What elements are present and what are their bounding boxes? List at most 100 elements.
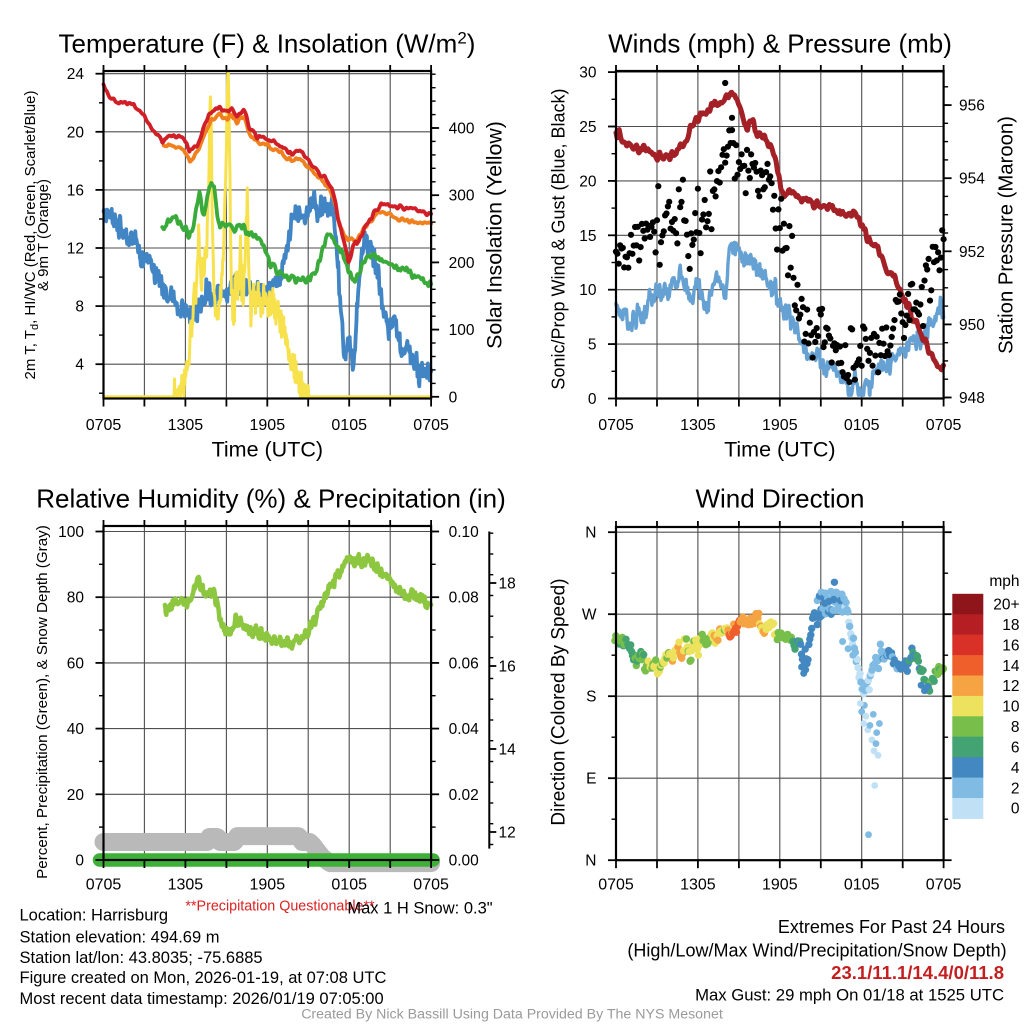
svg-text:20: 20 <box>579 173 597 190</box>
svg-text:30: 30 <box>579 65 597 82</box>
svg-text:200: 200 <box>449 255 475 272</box>
svg-text:Extremes For Past 24 Hours: Extremes For Past 24 Hours <box>778 917 1005 937</box>
svg-text:954: 954 <box>959 171 985 188</box>
svg-text:0: 0 <box>588 391 597 408</box>
svg-text:0705: 0705 <box>413 877 449 894</box>
svg-text:Max Gust: 29 mph On 01/18 at 1: Max Gust: 29 mph On 01/18 at 1525 UTC <box>695 986 1004 1005</box>
svg-text:S: S <box>586 689 596 706</box>
svg-text:0.10: 0.10 <box>449 524 480 541</box>
svg-text:W: W <box>582 607 597 624</box>
svg-text:Station lat/lon: 43.8035; -75.: Station lat/lon: 43.8035; -75.6885 <box>20 949 263 967</box>
svg-text:Temperature (F) & Insolation (: Temperature (F) & Insolation (W/m2) <box>59 29 476 59</box>
svg-text:Figure created on Mon, 2026-01: Figure created on Mon, 2026-01-19, at 07… <box>20 969 387 987</box>
svg-text:16: 16 <box>499 659 516 676</box>
svg-text:60: 60 <box>67 655 85 672</box>
svg-text:40: 40 <box>67 721 85 738</box>
svg-text:0.08: 0.08 <box>449 590 479 607</box>
svg-text:Station Pressure (Maroon): Station Pressure (Maroon) <box>996 116 1018 354</box>
svg-text:956: 956 <box>959 98 985 115</box>
svg-text:20+: 20+ <box>993 597 1019 614</box>
svg-text:0.00: 0.00 <box>449 853 480 870</box>
svg-text:0705: 0705 <box>926 417 962 434</box>
svg-text:2m T, Td, HI/WC (Red, Green, S: 2m T, Td, HI/WC (Red, Green, Scarlet/Blu… <box>22 91 41 380</box>
svg-text:10: 10 <box>1002 699 1020 716</box>
svg-text:8: 8 <box>1011 719 1020 736</box>
svg-text:Max 1 H Snow: 0.3": Max 1 H Snow: 0.3" <box>347 900 492 918</box>
svg-text:Direction (Colored By Speed): Direction (Colored By Speed) <box>549 578 570 825</box>
svg-text:12: 12 <box>499 825 516 842</box>
svg-text:0.04: 0.04 <box>449 721 480 738</box>
svg-text:N: N <box>585 853 596 870</box>
svg-text:8: 8 <box>75 299 84 316</box>
svg-text:Station elevation: 494.69 m: Station elevation: 494.69 m <box>20 928 220 946</box>
svg-text:0.06: 0.06 <box>449 655 479 672</box>
svg-text:Percent, Precipitation (Green): Percent, Precipitation (Green), & Snow D… <box>34 525 51 879</box>
svg-text:1905: 1905 <box>250 417 286 434</box>
svg-text:mph: mph <box>989 573 1019 590</box>
svg-text:0105: 0105 <box>844 877 880 894</box>
svg-text:4: 4 <box>1011 760 1020 777</box>
svg-text:Location: Harrisburg: Location: Harrisburg <box>20 907 169 925</box>
svg-text:14: 14 <box>499 742 517 759</box>
svg-text:952: 952 <box>959 244 985 261</box>
svg-text:0105: 0105 <box>844 417 880 434</box>
svg-text:300: 300 <box>449 188 475 205</box>
svg-text:Solar Insolation (Yellow): Solar Insolation (Yellow) <box>483 121 507 349</box>
svg-text:1905: 1905 <box>762 877 798 894</box>
svg-text:Winds (mph) & Pressure (mb): Winds (mph) & Pressure (mb) <box>608 29 952 59</box>
svg-text:Relative Humidity (%) & Precip: Relative Humidity (%) & Precipitation (i… <box>36 484 506 514</box>
svg-text:0: 0 <box>449 389 458 406</box>
svg-text:1305: 1305 <box>680 877 716 894</box>
svg-text:Sonic/Prop Wind & Gust (Blue,: Sonic/Prop Wind & Gust (Blue, Black) <box>549 88 569 389</box>
svg-text:948: 948 <box>959 390 985 407</box>
svg-text:& 9m T (Orange): & 9m T (Orange) <box>35 179 52 291</box>
svg-text:23.1/11.1/14.4/0/11.8: 23.1/11.1/14.4/0/11.8 <box>831 962 1004 983</box>
svg-text:12: 12 <box>67 241 84 258</box>
svg-text:Created By Nick Bassill Using: Created By Nick Bassill Using Data Provi… <box>301 1007 723 1023</box>
svg-text:0105: 0105 <box>331 877 367 894</box>
svg-text:0705: 0705 <box>598 877 634 894</box>
svg-text:**Precipitation Questionable**: **Precipitation Questionable** <box>185 898 375 914</box>
svg-text:16: 16 <box>1002 637 1019 654</box>
svg-text:18: 18 <box>499 576 516 593</box>
svg-text:20: 20 <box>67 787 85 804</box>
svg-text:1305: 1305 <box>168 417 204 434</box>
svg-text:0705: 0705 <box>86 877 122 894</box>
svg-text:6: 6 <box>1011 740 1020 757</box>
svg-text:1305: 1305 <box>168 877 204 894</box>
svg-text:100: 100 <box>58 524 84 541</box>
svg-text:10: 10 <box>579 282 597 299</box>
svg-text:Time (UTC): Time (UTC) <box>724 438 835 462</box>
svg-text:0105: 0105 <box>331 417 367 434</box>
svg-text:400: 400 <box>449 121 475 138</box>
svg-text:25: 25 <box>579 119 596 136</box>
svg-text:2: 2 <box>1011 780 1020 797</box>
svg-text:0.02: 0.02 <box>449 787 479 804</box>
svg-text:18: 18 <box>1002 617 1019 634</box>
svg-text:14: 14 <box>1002 658 1020 675</box>
svg-text:1905: 1905 <box>762 417 798 434</box>
svg-text:16: 16 <box>67 182 84 199</box>
svg-text:0705: 0705 <box>926 877 962 894</box>
svg-text:80: 80 <box>67 590 85 607</box>
svg-text:0705: 0705 <box>598 417 634 434</box>
svg-text:1905: 1905 <box>250 877 286 894</box>
svg-text:950: 950 <box>959 317 985 334</box>
svg-text:Most recent data timestamp: 20: Most recent data timestamp: 2026/01/19 0… <box>20 990 384 1008</box>
svg-text:E: E <box>586 771 596 788</box>
svg-text:4: 4 <box>75 357 84 374</box>
svg-text:100: 100 <box>449 322 475 339</box>
svg-text:24: 24 <box>67 66 85 83</box>
svg-text:0705: 0705 <box>86 417 122 434</box>
svg-text:Time (UTC): Time (UTC) <box>212 438 323 462</box>
svg-text:0: 0 <box>1011 801 1020 818</box>
svg-text:0705: 0705 <box>413 417 449 434</box>
svg-text:Wind Direction: Wind Direction <box>695 484 864 514</box>
svg-text:N: N <box>585 525 596 542</box>
svg-text:0: 0 <box>75 853 84 870</box>
svg-text:5: 5 <box>588 337 597 354</box>
svg-text:12: 12 <box>1002 678 1019 695</box>
svg-text:15: 15 <box>579 228 596 245</box>
svg-text:(High/Low/Max Wind/Precipitati: (High/Low/Max Wind/Precipitation/Snow De… <box>627 940 1006 960</box>
svg-text:1305: 1305 <box>680 417 716 434</box>
